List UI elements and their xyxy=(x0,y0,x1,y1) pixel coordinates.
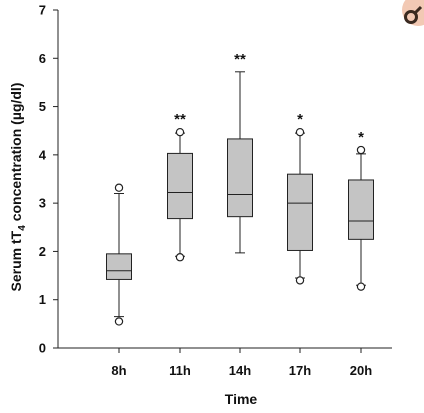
y-tick-label: 2 xyxy=(39,244,46,259)
y-tick-label: 1 xyxy=(39,292,46,307)
y-tick-label: 0 xyxy=(39,341,46,356)
y-tick-label: 6 xyxy=(39,51,46,66)
significance-marker: * xyxy=(358,129,364,146)
outlier-point xyxy=(356,282,366,291)
y-axis-label: Serum tT4 concentration (µg/dl) xyxy=(8,83,28,292)
y-axis: 0 1 2 3 4 5 6 7 xyxy=(39,3,59,356)
iqr-box xyxy=(287,173,313,251)
y-tick-label: 3 xyxy=(39,196,46,211)
iqr-box xyxy=(106,253,132,280)
outlier-point xyxy=(114,183,124,192)
y-tick-label: 5 xyxy=(39,99,46,114)
box-8h xyxy=(106,183,132,326)
iqr-box xyxy=(227,138,253,218)
box-14h: ** xyxy=(227,51,253,254)
outlier-point xyxy=(114,317,124,326)
x-tick-label: 11h xyxy=(169,363,191,378)
significance-marker: * xyxy=(297,111,303,128)
x-tick-label: 20h xyxy=(350,363,372,378)
outlier-point xyxy=(175,127,185,137)
outlier-point xyxy=(295,276,305,285)
outlier-point xyxy=(356,145,366,155)
box-20h: * xyxy=(348,129,374,291)
iqr-box xyxy=(348,179,374,240)
x-tick-label: 8h xyxy=(111,363,126,378)
significance-marker: ** xyxy=(234,51,246,68)
outlier-point xyxy=(295,127,305,137)
y-axis-label-main: Serum tT xyxy=(8,230,24,291)
y-tick-label: 7 xyxy=(39,3,46,18)
iqr-box xyxy=(167,152,193,220)
x-tick-label: 17h xyxy=(289,363,311,378)
y-axis-label-rest: concentration (µg/dl) xyxy=(8,83,24,226)
y-tick-label: 4 xyxy=(39,147,47,162)
x-axis-label: Time xyxy=(225,391,258,407)
male-symbol-icon xyxy=(404,5,423,24)
x-axis: 8h 11h 14h 17h 20h xyxy=(58,347,392,378)
significance-marker: ** xyxy=(174,111,186,128)
outlier-point xyxy=(175,253,185,262)
box-11h: ** xyxy=(167,111,193,262)
box-17h: * xyxy=(287,111,313,285)
x-tick-label: 14h xyxy=(229,363,251,378)
corner-badge xyxy=(402,0,424,26)
y-axis-label-subscript: 4 xyxy=(17,225,28,231)
box-series: ****** xyxy=(106,51,374,326)
